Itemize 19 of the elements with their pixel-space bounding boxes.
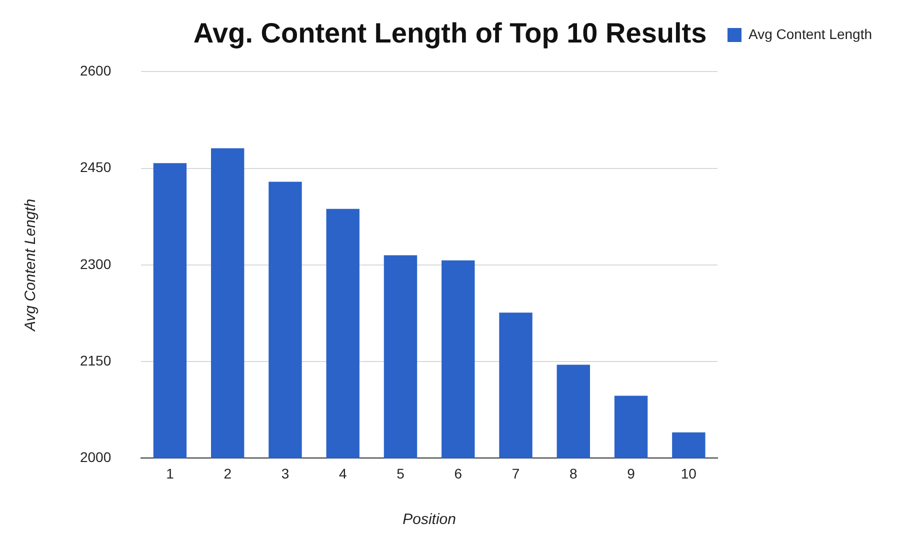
x-tick-label: 10 [680,465,697,482]
y-tick-label: 2150 [80,352,112,368]
chart-title: Avg. Content Length of Top 10 Results [193,18,707,49]
x-tick-label: 9 [627,465,636,482]
x-tick-label: 4 [338,465,347,482]
x-tick-label: 6 [454,465,462,482]
x-tick-label: 3 [281,465,290,482]
y-axis-title: Avg Content Length [22,198,40,332]
y-tick-label: 2600 [80,62,112,78]
x-tick-label: 2 [224,465,232,482]
y-tick-label: 2000 [80,449,112,466]
y-tick-label: 2300 [80,256,112,272]
x-tick-label: 7 [512,465,520,482]
x-tick-label: 5 [396,465,405,482]
x-axis-title: Position [402,511,456,528]
x-tick-label: 8 [570,465,578,482]
y-tick-label: 2450 [80,159,112,176]
legend-label: Avg Content Length [748,26,872,42]
x-tick-label: 1 [166,465,174,482]
